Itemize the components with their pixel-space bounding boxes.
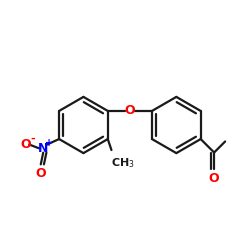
Text: -: - [30, 134, 35, 144]
Text: O: O [36, 167, 46, 180]
Text: O: O [209, 172, 220, 184]
Text: N: N [38, 142, 48, 155]
Text: O: O [20, 138, 31, 151]
Text: O: O [124, 104, 135, 118]
Text: +: + [44, 138, 53, 148]
Text: CH$_3$: CH$_3$ [112, 156, 135, 170]
